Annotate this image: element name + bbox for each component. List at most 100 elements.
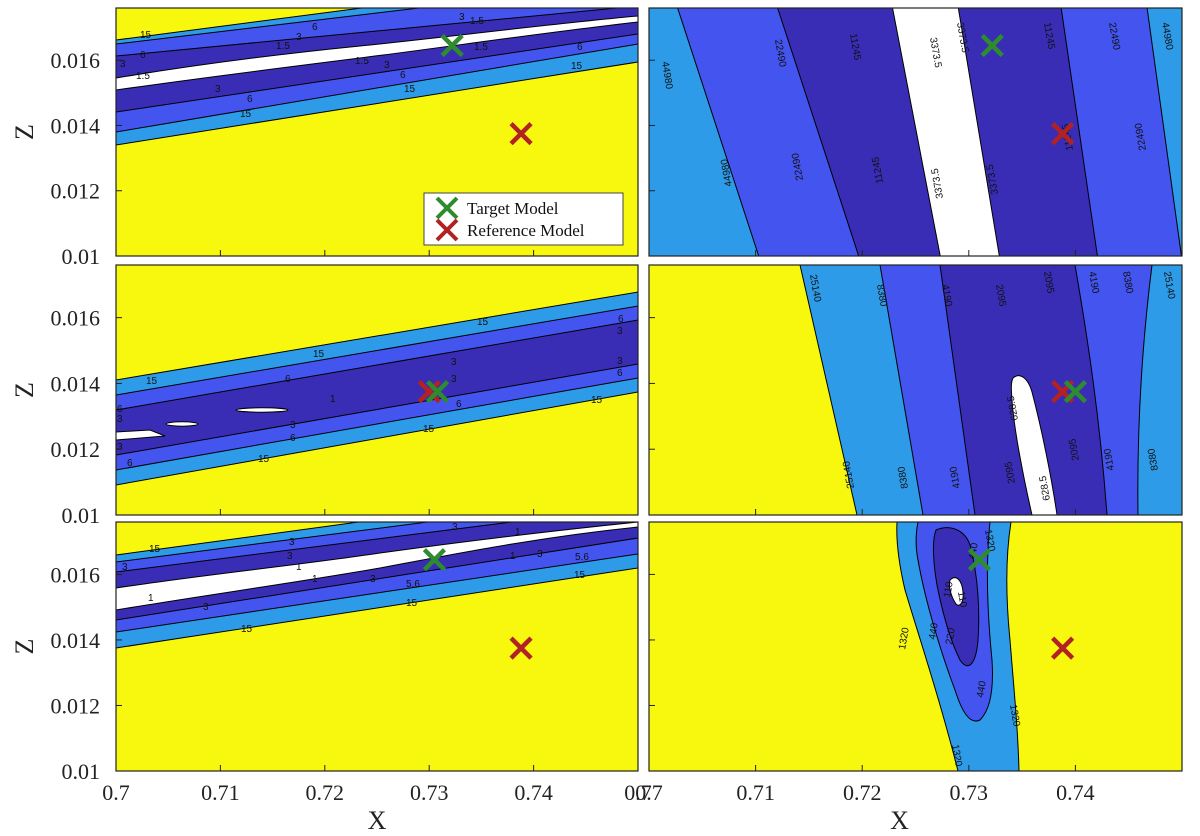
band-white: [892, 8, 1000, 256]
contour-label: 4190: [939, 284, 954, 308]
contour-label: 3373.5: [927, 37, 943, 69]
band-white: [116, 522, 638, 611]
contour-label: 15: [404, 84, 416, 95]
contour-label: 1.5: [136, 71, 150, 82]
band-white: [116, 429, 166, 441]
x-tick-label: 0.71: [201, 780, 240, 805]
contour-label: 628.5: [1006, 394, 1021, 421]
contour-label: 3: [203, 602, 209, 613]
band-white: [235, 407, 289, 413]
contour-label: 4190: [1086, 271, 1101, 295]
contour-label: 6: [312, 22, 318, 33]
y-tick-label: 0.012: [51, 437, 101, 462]
contour-label: 110: [942, 580, 956, 598]
contour-label: 3: [617, 326, 623, 337]
contour-label: 22490: [1106, 22, 1122, 52]
legend-label-reference: Reference Model: [467, 221, 585, 240]
contour-label: 8380: [896, 465, 911, 489]
y-axis-label: Z: [10, 382, 39, 398]
contour-label: 22490: [772, 39, 788, 69]
y-tick-label: 0.016: [51, 306, 101, 331]
y-tick-label: 0.01: [62, 759, 101, 784]
contour-label: 15: [140, 30, 152, 41]
contour-label: 15: [574, 570, 586, 581]
contour-label: 3373.5: [954, 22, 970, 54]
contour-labels: 15 6 3 1.5 3 1.5 6 3 1.5 1.5 1.5 3 3 6 6…: [120, 12, 583, 120]
contour-label: 440: [927, 622, 941, 641]
x-tick-label: 0.7: [624, 780, 652, 805]
contour-label: 15: [146, 376, 158, 387]
contour-label: 6: [127, 458, 133, 469]
reference-model-marker: [1051, 636, 1075, 660]
legend-target-marker: [435, 196, 459, 220]
contour-labels: 1320 440 110 220 440 1320 110 1320 440 1…: [897, 529, 1022, 768]
contour-label: 628.5: [1038, 474, 1053, 501]
contour-label: 3: [215, 84, 221, 95]
y-tick-label: 0.014: [51, 628, 101, 653]
contour-labels: 15 15 15 6 6 6 3 3 3 3 1 3 6 3 6 6 3 6 1…: [117, 314, 624, 469]
contour-label: 3: [287, 551, 293, 562]
contour-label: 15: [406, 598, 418, 609]
y-tick-label: 0.014: [51, 113, 101, 138]
contour-label: 110: [955, 591, 969, 609]
contour-label: 1: [515, 527, 521, 538]
contour-label: 1: [312, 574, 318, 585]
y-tick-label: 0.012: [51, 693, 101, 718]
x-tick-label: 0.7: [102, 780, 130, 805]
contour-label: 3: [117, 414, 123, 425]
target-model-marker: [422, 548, 447, 572]
y-tick-label: 0.016: [51, 562, 101, 587]
contour-label: 11245: [847, 33, 863, 62]
legend: Target Model Reference Model: [423, 192, 624, 246]
x-tick-label: 0.72: [843, 780, 882, 805]
band-white: [116, 15, 638, 91]
contour-label: 8380: [1146, 447, 1161, 471]
axes: 0.01 0.012 0.014 0.016 Z 0.01 0.012 0.014 0.016 Z…: [10, 48, 1095, 835]
panel-r1c2: 44980 22490 11245 3373.5 3373.5 11245 22…: [648, 7, 1183, 257]
contour-label: 6: [247, 94, 253, 105]
contour-label: 3: [117, 442, 123, 453]
contour-label: 44980: [1159, 22, 1175, 52]
contour-label: 6: [617, 368, 623, 379]
band-white: [165, 421, 199, 427]
contour-label: 6: [618, 314, 624, 325]
contour-label: 6: [577, 42, 583, 53]
y-tick-label: 0.012: [51, 179, 101, 204]
contour-label: 3: [459, 12, 465, 23]
contour-label: 8380: [1120, 271, 1135, 295]
contour-label: 3: [451, 374, 457, 385]
target-model-marker: [440, 33, 464, 58]
contour-label: 3: [290, 420, 296, 431]
legend-reference-marker: [435, 218, 459, 242]
contour-label: 1320: [982, 529, 997, 553]
contour-label: 15: [149, 544, 161, 555]
contour-label: 6: [400, 70, 406, 81]
contour-label: 3: [122, 562, 128, 573]
contour-label: 6: [117, 404, 123, 415]
contour-labels: 25140 8380 4190 2095 2095 4190 8380 2514…: [807, 271, 1177, 502]
contour-label: 15: [258, 454, 270, 465]
contour-label: 25140: [807, 274, 823, 304]
target-model-marker: [425, 380, 450, 404]
contour-label: 3: [120, 59, 126, 70]
contour-label: 1: [296, 562, 302, 573]
contour-label: 15: [240, 109, 252, 120]
panel-r3c1: 15 3 3 3 3 1 1 1 1 1 3 3 3 5.6 5.6 15 15…: [115, 521, 639, 772]
contour-label: 2095: [1067, 437, 1082, 461]
y-tick-label: 0.01: [62, 503, 101, 528]
contour-label: 1320: [949, 744, 964, 768]
contour-label: 1320: [1007, 704, 1022, 728]
contour-label: 44980: [719, 158, 735, 188]
contour-label: 15: [571, 61, 583, 72]
contour-label: 1.5: [355, 56, 369, 67]
contour-label: 3: [289, 537, 295, 548]
contour-label: 11245: [1041, 22, 1057, 51]
contour-label: 3: [370, 574, 376, 585]
contour-label: 2095: [1003, 460, 1018, 484]
band-dark-blue: [116, 319, 638, 456]
y-axis-label: Z: [10, 124, 39, 140]
contour-label: 3: [452, 522, 458, 533]
contour-label: 440: [975, 680, 989, 699]
band-dark-blue: [116, 522, 638, 621]
contour-label: 3: [617, 356, 623, 367]
